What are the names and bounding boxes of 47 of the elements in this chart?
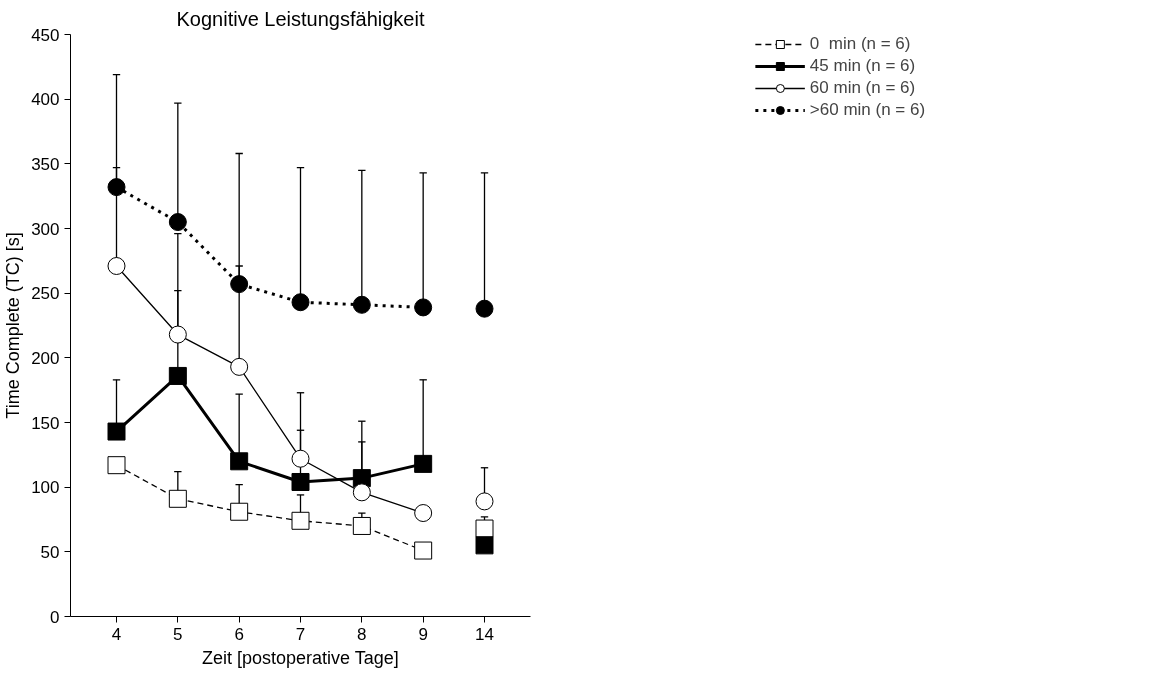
point [414, 298, 433, 317]
point [230, 452, 249, 471]
legend-label: 45 min (n = 6) [809, 56, 916, 76]
point [107, 422, 126, 441]
point [291, 511, 310, 530]
x-tick-label: 14 [475, 624, 494, 644]
chart-title: Kognitive Leistungsfähigkeit [176, 7, 425, 30]
y-tick-label: 450 [31, 25, 60, 45]
y-tick-label: 0 [50, 607, 60, 627]
point [230, 357, 249, 376]
y-tick-label: 300 [31, 219, 60, 239]
point [291, 449, 310, 468]
legend-label: >60 min (n = 6) [809, 100, 926, 120]
point [107, 456, 126, 475]
point [352, 516, 371, 535]
point [230, 275, 249, 294]
x-tick-label: 7 [295, 624, 306, 644]
point [107, 257, 126, 275]
point [168, 366, 187, 385]
x-tick-label: 6 [234, 624, 244, 644]
x-axis-title: Zeit [postoperative Tage] [201, 647, 399, 668]
legend-label: 60 min (n = 6) [809, 78, 916, 98]
x-tick-label: 8 [357, 624, 367, 644]
legend-label: 0 min (n = 6) [809, 34, 911, 54]
x-tick-label: 5 [173, 624, 183, 644]
y-tick-label: 250 [31, 284, 60, 304]
x-tick-label: 9 [418, 624, 428, 644]
y-tick-label: 50 [40, 542, 60, 562]
point [168, 325, 187, 344]
y-tick-label: 350 [31, 154, 60, 174]
point [414, 541, 433, 560]
point [168, 213, 187, 232]
point [291, 293, 310, 312]
point [414, 504, 433, 523]
y-tick-label: 150 [31, 413, 60, 433]
point [168, 489, 187, 508]
point [230, 502, 249, 521]
x-tick-label: 4 [111, 624, 122, 644]
point [107, 178, 126, 197]
y-tick-label: 100 [31, 478, 60, 498]
point [414, 454, 433, 473]
y-tick-label: 400 [31, 90, 60, 110]
point [291, 472, 310, 491]
point [352, 295, 371, 314]
point [352, 483, 371, 502]
y-axis-title: Time Complete (TC) [s] [3, 232, 24, 419]
y-tick-label: 200 [31, 348, 60, 368]
